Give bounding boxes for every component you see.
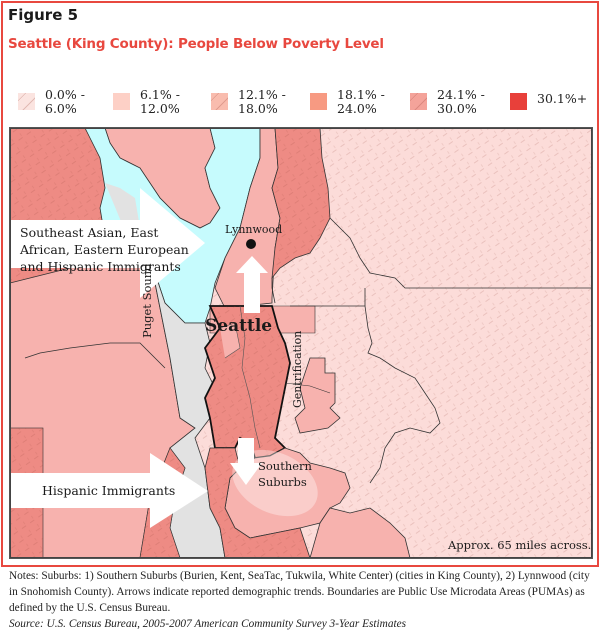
arrow-down-southern-suburbs — [230, 438, 262, 485]
arrow-immigrants-north — [10, 188, 205, 298]
southern-suburbs-line: Suburbs — [258, 475, 307, 489]
legend-item-6-12: 6.1% - 12.0% — [113, 88, 180, 116]
gentrification-label: Gentrification — [291, 330, 304, 408]
southern-suburbs-label: Southern Suburbs — [258, 458, 312, 490]
legend-label: 24.1% - 30.0% — [437, 87, 485, 116]
legend-swatch — [18, 93, 35, 110]
figure-title: Seattle (King County): People Below Pove… — [8, 36, 384, 52]
figure-source: Source: U.S. Census Bureau, 2005-2007 Am… — [9, 618, 407, 630]
figure-frame — [1, 1, 599, 567]
arrow-label-line: African, Eastern European — [20, 242, 189, 257]
arrow-label-line: Southeast Asian, East — [20, 225, 159, 240]
southern-suburbs-line: Southern — [258, 459, 312, 473]
scale-note: Approx. 65 miles across. — [448, 538, 592, 552]
legend-label: 0.0% - 6.0% — [45, 87, 85, 116]
arrow-label-immigrants: Southeast Asian, East African, Eastern E… — [20, 224, 189, 275]
legend-item-30-plus: 30.1%+ — [510, 88, 587, 110]
legend-label: 18.1% - 24.0% — [337, 87, 385, 116]
figure-label: Figure 5 — [8, 6, 79, 24]
legend-label: 6.1% - 12.0% — [140, 87, 180, 116]
legend-item-24-30: 24.1% - 30.0% — [410, 88, 485, 116]
legend-item-12-18: 12.1% - 18.0% — [211, 88, 286, 116]
figure-notes: Notes: Suburbs: 1) Southern Suburbs (Bur… — [9, 570, 590, 614]
seattle-label: Seattle — [205, 316, 273, 336]
legend-label: 30.1%+ — [537, 91, 588, 106]
map-geometry — [10, 128, 592, 558]
legend-swatch — [410, 93, 427, 110]
arrow-label-hispanic: Hispanic Immigrants — [42, 483, 175, 498]
legend-swatch — [113, 93, 130, 110]
legend-item-0-6: 0.0% - 6.0% — [18, 88, 85, 116]
puget-sound-label: Puget Sound — [140, 263, 154, 338]
lynnwood-label: Lynnwood — [225, 223, 283, 236]
poverty-map: Southeast Asian, East African, Eastern E… — [9, 127, 593, 559]
legend-swatch — [211, 93, 228, 110]
arrow-up-lynnwood — [236, 256, 268, 313]
arrow-label-line: and Hispanic Immigrants — [20, 259, 181, 274]
legend-swatch — [310, 93, 327, 110]
arrow-label-line: Hispanic Immigrants — [42, 483, 176, 498]
legend-label: 12.1% - 18.0% — [238, 87, 286, 116]
legend: 0.0% - 6.0% 6.1% - 12.0% 12.1% - 18.0% 1… — [18, 88, 598, 122]
legend-item-18-24: 18.1% - 24.0% — [310, 88, 385, 116]
legend-swatch — [510, 93, 527, 110]
arrow-hispanic-immigrants — [10, 453, 208, 528]
